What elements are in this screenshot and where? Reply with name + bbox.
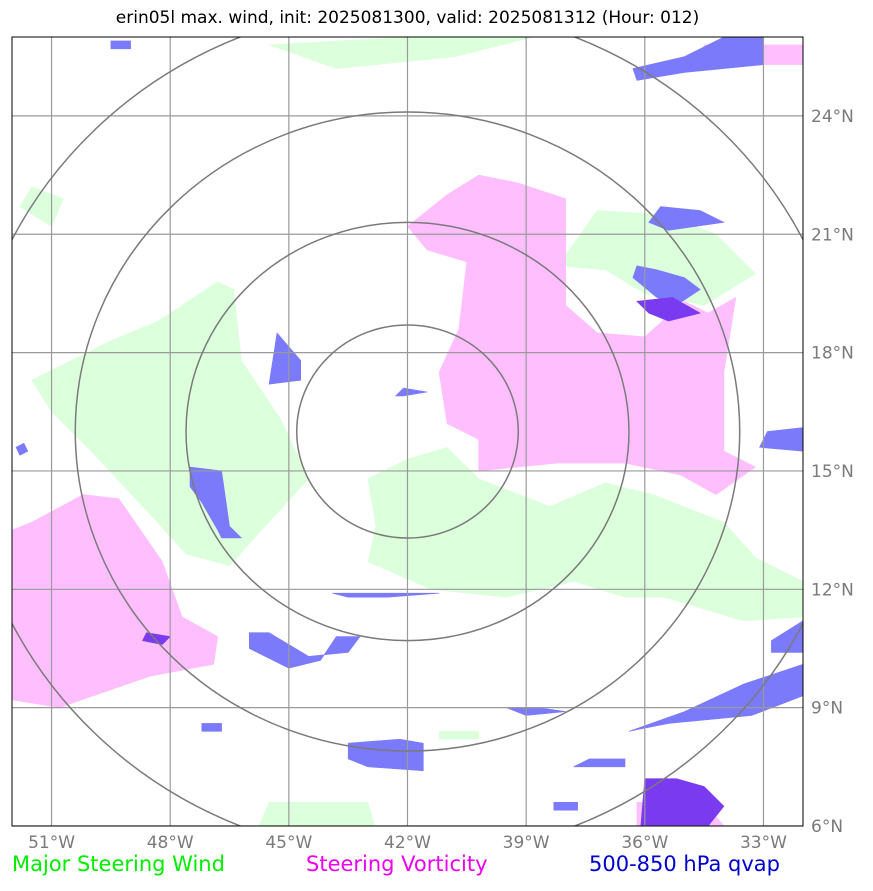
latitude-label: 9°N <box>811 699 843 719</box>
map-title: erin05l max. wind, init: 2025081300, val… <box>115 8 700 28</box>
longitude-label: 48°W <box>147 833 194 853</box>
legend-major-steering-wind: Major Steering Wind <box>12 852 225 876</box>
latitude-label: 21°N <box>811 225 854 245</box>
qvap-region <box>573 758 626 768</box>
range-ring <box>74 111 741 752</box>
wind-region <box>367 446 803 622</box>
legend-qvap: 500-850 hPa qvap <box>589 852 780 876</box>
legend: Major Steering Wind Steering Vorticity 5… <box>0 852 873 882</box>
qvap-region <box>759 427 803 452</box>
qvap-region <box>268 332 302 385</box>
range-ring <box>185 221 630 642</box>
qvap-layer <box>15 37 803 811</box>
latitude-labels: 24°N 21°N 18°N 15°N 12°N 9°N 6°N <box>811 107 854 837</box>
latitude-label: 15°N <box>811 462 854 482</box>
wind-region <box>258 801 376 826</box>
latitude-label: 24°N <box>811 107 854 127</box>
wind-region <box>438 730 480 740</box>
longitude-label: 42°W <box>384 833 431 853</box>
qvap-region <box>648 206 725 231</box>
qvap-strong-region <box>640 778 725 826</box>
latitude-label: 18°N <box>811 344 854 364</box>
qvap-region <box>771 620 803 653</box>
range-ring <box>296 324 519 539</box>
qvap-region <box>347 738 424 772</box>
qvap-region <box>628 663 803 732</box>
longitude-label: 39°W <box>503 833 550 853</box>
longitude-label: 36°W <box>621 833 668 853</box>
vorticity-region <box>407 174 757 495</box>
longitude-label: 33°W <box>740 833 787 853</box>
qvap-region <box>201 723 222 732</box>
legend-steering-vorticity: Steering Vorticity <box>306 852 488 876</box>
graticule <box>12 37 803 826</box>
qvap-region <box>110 40 131 50</box>
qvap-strong-region <box>142 632 171 645</box>
qvap-region <box>332 592 440 598</box>
latitude-label: 12°N <box>811 580 854 600</box>
qvap-region <box>553 801 578 811</box>
range-rings <box>12 37 803 826</box>
qvap-region <box>394 387 428 397</box>
qvap-region <box>15 442 29 456</box>
map-frame <box>11 36 804 827</box>
longitude-labels: 51°W 48°W 45°W 42°W 39°W 36°W 33°W <box>28 833 787 853</box>
longitude-label: 51°W <box>28 833 75 853</box>
longitude-label: 45°W <box>265 833 312 853</box>
qvap-strong-region <box>636 297 702 322</box>
qvap-region <box>189 466 243 539</box>
wind-region <box>269 37 535 69</box>
qvap-strong-layer <box>142 297 725 826</box>
latitude-label: 6°N <box>811 817 843 837</box>
